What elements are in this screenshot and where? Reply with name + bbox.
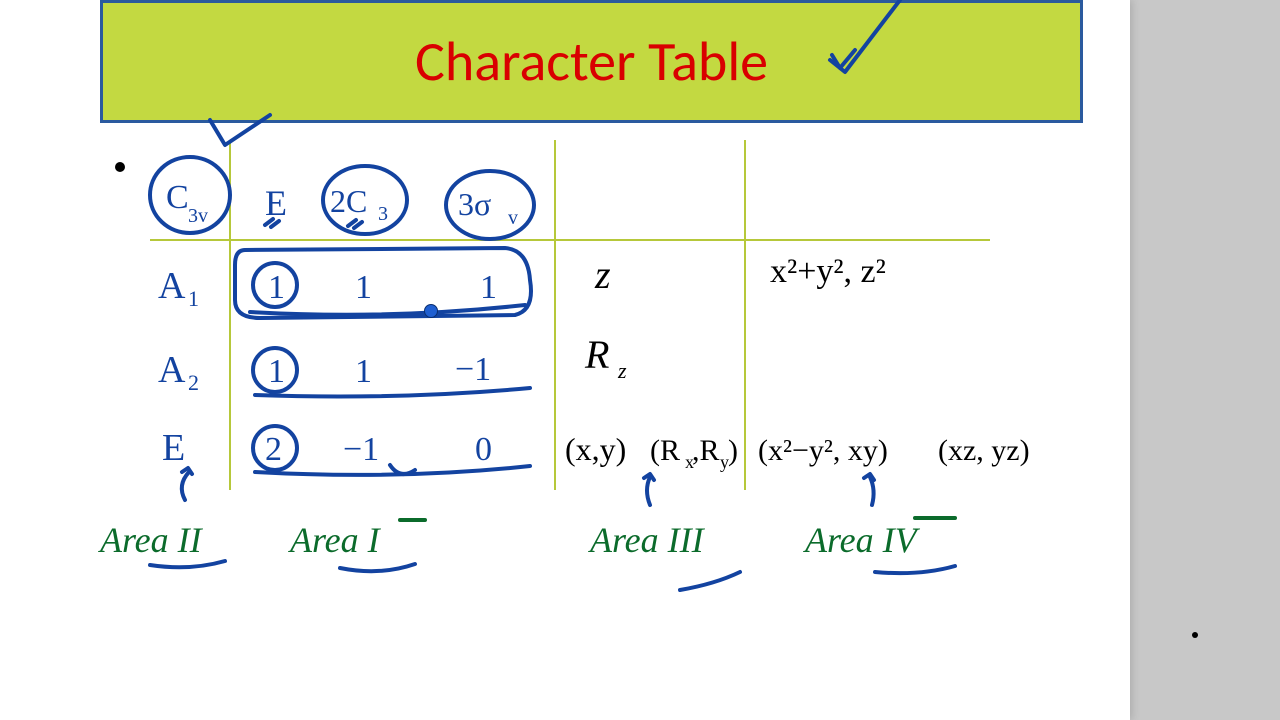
svg-text:,R: ,R [692, 434, 720, 467]
svg-text:1: 1 [188, 286, 199, 311]
area-3-label: Area III [588, 520, 706, 560]
svg-text:2: 2 [265, 431, 282, 468]
stray-dot [1192, 632, 1198, 638]
slide-title: Character Table [415, 28, 768, 96]
cell-E-linear-1: (x,y) [565, 431, 626, 467]
row-label-A2: A [158, 349, 186, 391]
header-op-3sv: 3σ [458, 186, 491, 222]
svg-text:1: 1 [268, 353, 285, 390]
svg-text:0: 0 [475, 431, 492, 468]
svg-text:v: v [508, 207, 518, 229]
svg-text:): ) [728, 434, 738, 467]
svg-text:1: 1 [268, 269, 285, 306]
svg-text:2: 2 [188, 370, 199, 395]
slide-content: Character Table C 3v E [60, 0, 1130, 720]
svg-text:1: 1 [355, 269, 372, 306]
svg-text:−1: −1 [455, 351, 491, 388]
svg-text:3: 3 [378, 203, 388, 225]
bullet-dot [115, 162, 125, 172]
area-2-label: Area II [98, 520, 204, 560]
svg-text:x: x [685, 452, 694, 472]
header-op-2C3: 2C [330, 183, 367, 219]
svg-text:z: z [617, 358, 627, 383]
row-label-E: E [162, 427, 185, 469]
area-1-label: Area I [288, 520, 382, 560]
svg-text:1: 1 [480, 269, 497, 306]
cell-A2-linear: R [584, 332, 609, 377]
title-box: Character Table [100, 0, 1083, 123]
svg-text:y: y [720, 452, 729, 472]
slide-page: Character Table C 3v E [0, 0, 1130, 720]
cell-E-linear-2: (R [650, 434, 680, 467]
row-label-A1: A [158, 265, 186, 307]
area-4-label: Area IV [803, 520, 921, 560]
cell-A1-linear: z [594, 252, 611, 297]
svg-text:−1: −1 [343, 431, 379, 468]
laser-pointer-icon [424, 304, 438, 318]
svg-text:3v: 3v [188, 205, 208, 227]
cell-A1-quad: x²+y², z² [770, 253, 886, 290]
header-group: C [166, 179, 189, 216]
cell-E-quad-2: (xz, yz) [938, 434, 1030, 467]
svg-text:1: 1 [355, 353, 372, 390]
header-op-E: E [265, 183, 287, 223]
cell-E-quad-1: (x²−y², xy) [758, 434, 888, 467]
